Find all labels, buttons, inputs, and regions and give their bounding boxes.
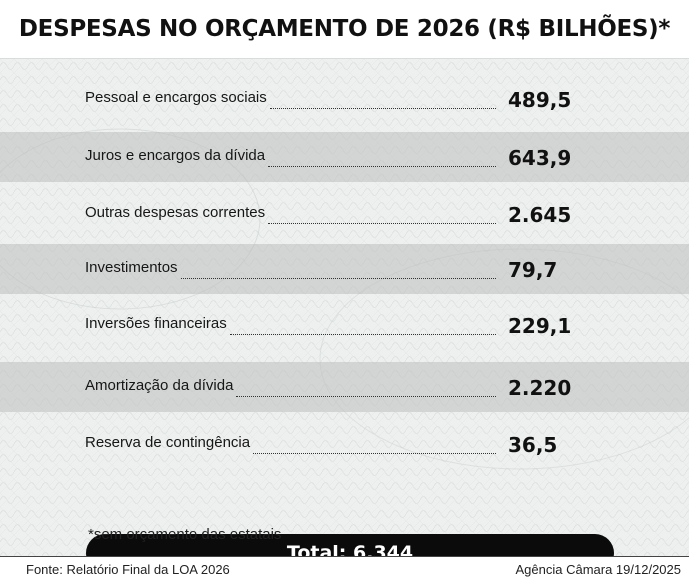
leader-dots xyxy=(270,108,496,109)
row-value: 79,7 xyxy=(508,258,558,282)
leader-dots xyxy=(181,278,496,279)
table-row: Pessoal e encargos sociais 489,5 xyxy=(0,79,689,119)
row-value: 2.220 xyxy=(508,376,572,400)
row-label: Investimentos xyxy=(85,259,178,276)
total-label: Total: 6.344 xyxy=(286,542,414,557)
row-label: Outras despesas correntes xyxy=(85,204,266,221)
table-row: Investimentos 79,7 xyxy=(0,249,689,289)
leader-dots xyxy=(230,334,496,335)
credit-text: Agência Câmara 19/12/2025 xyxy=(515,562,681,577)
row-label: Inversões financeiras xyxy=(85,315,227,332)
row-value: 489,5 xyxy=(508,88,572,112)
table-row: Outras despesas correntes 2.645 xyxy=(0,194,689,234)
row-label: Reserva de contingência xyxy=(85,434,251,451)
row-value: 229,1 xyxy=(508,314,572,338)
row-band xyxy=(0,362,689,412)
footnote: *sem orçamento das estatais xyxy=(88,526,282,543)
leader-dots xyxy=(236,396,496,397)
leader-dots xyxy=(253,453,496,454)
row-band xyxy=(0,132,689,182)
leader-dots xyxy=(268,166,496,167)
table-row: Juros e encargos da dívida 643,9 xyxy=(0,137,689,177)
row-label: Juros e encargos da dívida xyxy=(85,147,266,164)
row-value: 2.645 xyxy=(508,203,572,227)
row-label: Amortização da dívida xyxy=(85,377,234,394)
table-row: Inversões financeiras 229,1 xyxy=(0,305,689,345)
row-band xyxy=(0,244,689,294)
chart-title: DESPESAS NO ORÇAMENTO DE 2026 (R$ BILHÕE… xyxy=(18,16,671,42)
footer: Fonte: Relatório Final da LOA 2026 Agênc… xyxy=(0,556,689,583)
row-value: 643,9 xyxy=(508,146,572,170)
leader-dots xyxy=(268,223,496,224)
total-pill: Total: 6.344 xyxy=(86,534,614,557)
table-row: Amortização da dívida 2.220 xyxy=(0,367,689,407)
table-row: Reserva de contingência 36,5 xyxy=(0,424,689,464)
source-text: Fonte: Relatório Final da LOA 2026 xyxy=(26,562,230,577)
row-label: Pessoal e encargos sociais xyxy=(85,89,267,106)
table-panel: Pessoal e encargos sociais 489,5 Juros e e… xyxy=(0,58,689,557)
row-value: 36,5 xyxy=(508,433,558,457)
